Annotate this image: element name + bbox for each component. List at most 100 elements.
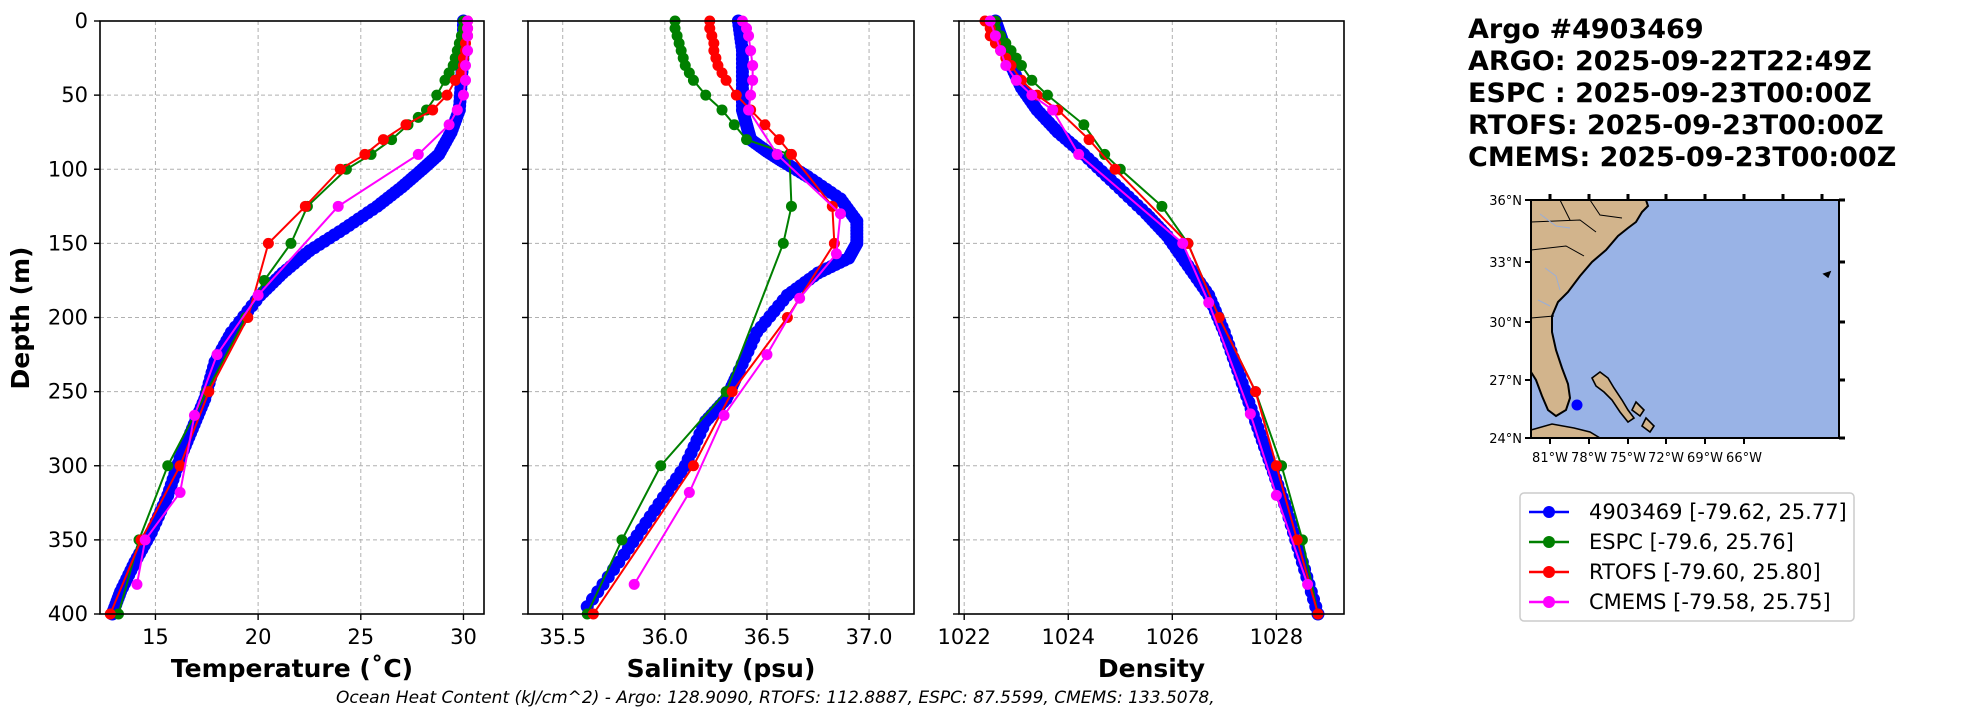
map-lon-label: 69°W — [1687, 451, 1723, 466]
x-tick-label: 25 — [347, 625, 374, 649]
data-point-cmems — [462, 45, 474, 57]
y-tick-label: 200 — [48, 306, 88, 330]
series-line-cmems — [633, 20, 842, 585]
map-lat-label: 36°N — [1489, 194, 1522, 209]
data-point-rtofs — [427, 104, 439, 116]
map-bahamas — [1590, 371, 1656, 434]
legend: 4903469 [-79.62, 25.77] ESPC [-79.6, 25.… — [1519, 492, 1855, 622]
y-tick-label: 0 — [75, 9, 88, 33]
data-point-cmems — [139, 534, 151, 546]
data-point-espc — [1156, 200, 1168, 212]
x-tick-label: 1026 — [1146, 625, 1199, 649]
data-point-cmems — [211, 349, 223, 361]
data-point-espc — [777, 237, 789, 249]
data-point-rtofs — [377, 134, 389, 146]
data-point-espc — [616, 534, 628, 546]
data-point-rtofs — [299, 200, 311, 212]
legend-marker — [1543, 536, 1555, 548]
data-point-cmems — [460, 74, 472, 86]
data-point-cmems — [761, 349, 773, 361]
data-point-rtofs — [449, 74, 461, 86]
data-point-espc — [258, 274, 270, 286]
data-point-cmems — [188, 409, 200, 421]
data-point-cmems — [252, 289, 264, 301]
map-rivers — [1537, 213, 1571, 307]
data-point-rtofs — [1291, 534, 1303, 546]
data-point-rtofs — [1270, 460, 1282, 472]
x-tick-label: 15 — [142, 625, 169, 649]
data-point-rtofs — [203, 386, 215, 398]
data-point-rtofs — [441, 89, 453, 101]
legend-label: RTOFS [-79.60, 25.80] — [1589, 560, 1821, 584]
data-point-espc — [700, 89, 712, 101]
data-point-cmems — [174, 486, 186, 498]
legend-label: ESPC [-79.6, 25.76] — [1589, 530, 1794, 554]
map-lon-label: 72°W — [1648, 451, 1684, 466]
data-point-rtofs — [726, 386, 738, 398]
data-point-rtofs — [1109, 163, 1121, 175]
data-point-cmems — [443, 119, 455, 131]
y-tick-label: 150 — [48, 231, 88, 255]
data-point-rtofs — [1083, 134, 1095, 146]
data-point-cmems — [1244, 408, 1256, 420]
map-lat-label: 24°N — [1489, 432, 1522, 447]
map-lon-label: 75°W — [1610, 451, 1646, 466]
x-tick-label: 30 — [450, 625, 477, 649]
map-bermuda — [1822, 270, 1832, 279]
data-point-rtofs — [359, 148, 371, 160]
legend-entry: CMEMS [-79.58, 25.75] — [1529, 590, 1831, 614]
data-point-rtofs — [1213, 312, 1225, 323]
data-point-cmems — [1302, 578, 1314, 590]
map-frame — [1530, 199, 1840, 439]
legend-entry: ESPC [-79.6, 25.76] — [1529, 530, 1794, 554]
map-state-borders — [1530, 199, 1623, 319]
data-point-cmems — [747, 59, 759, 71]
footer-ohc-text: Ocean Heat Content (kJ/cm^2) - Argo: 128… — [336, 688, 1215, 708]
data-point-cmems — [1047, 104, 1059, 116]
rtofs-time: RTOFS: 2025-09-23T00:00Z — [1468, 110, 1884, 141]
data-point-cmems — [332, 200, 344, 212]
y-axis-label: Depth (m) — [6, 247, 35, 390]
data-point-rtofs — [1250, 386, 1262, 398]
float-info-header: Argo #4903469 ARGO: 2025-09-22T22:49Z ES… — [1468, 14, 1896, 174]
data-point-espc — [716, 104, 728, 116]
data-point-rtofs — [242, 312, 254, 323]
data-point-cmems — [457, 89, 469, 101]
legend-label: 4903469 [-79.62, 25.77] — [1589, 500, 1847, 524]
data-point-espc — [162, 460, 174, 472]
x-tick-label: 20 — [245, 625, 272, 649]
map-ticks: 36°N 33°N 30°N 27°N 24°N 81°W 78°W 75°W 72°W 69°W… — [1489, 194, 1845, 466]
series-line-cmems — [135, 21, 469, 585]
y-tick-label: 50 — [61, 83, 88, 107]
data-point-cmems — [830, 248, 842, 260]
data-point-rtofs — [334, 163, 346, 175]
data-point-espc — [728, 119, 740, 131]
data-point-rtofs — [785, 148, 797, 160]
map-lon-label: 78°W — [1571, 451, 1607, 466]
data-point-cmems — [131, 578, 143, 590]
map-lat-label: 27°N — [1489, 374, 1522, 389]
argo-float-marker — [1571, 399, 1583, 411]
data-point-espc — [1078, 119, 1090, 131]
map-lon-label: 81°W — [1532, 451, 1568, 466]
x-tick-label: 35.5 — [539, 625, 586, 649]
data-point-rtofs — [730, 89, 742, 101]
data-point-cmems — [1026, 89, 1038, 101]
data-point-rtofs — [687, 460, 699, 472]
float-id-title: Argo #4903469 — [1468, 14, 1704, 45]
data-point-cmems — [743, 30, 755, 42]
x-axis-label: Density — [1098, 654, 1205, 683]
cmems-time: CMEMS: 2025-09-23T00:00Z — [1468, 142, 1897, 173]
x-axis-label: Temperature (˚C) — [171, 654, 413, 683]
legend-entry: RTOFS [-79.60, 25.80] — [1529, 560, 1821, 584]
data-point-rtofs — [759, 119, 771, 131]
data-point-cmems — [745, 45, 757, 57]
y-tick-label: 100 — [48, 157, 88, 181]
legend-marker — [1543, 506, 1555, 518]
espc-time: ESPC : 2025-09-23T00:00Z — [1468, 78, 1872, 109]
data-point-cmems — [628, 578, 640, 590]
data-point-espc — [655, 460, 667, 472]
legend-entry: 4903469 [-79.62, 25.77] — [1529, 500, 1847, 524]
data-point-cmems — [451, 104, 463, 116]
